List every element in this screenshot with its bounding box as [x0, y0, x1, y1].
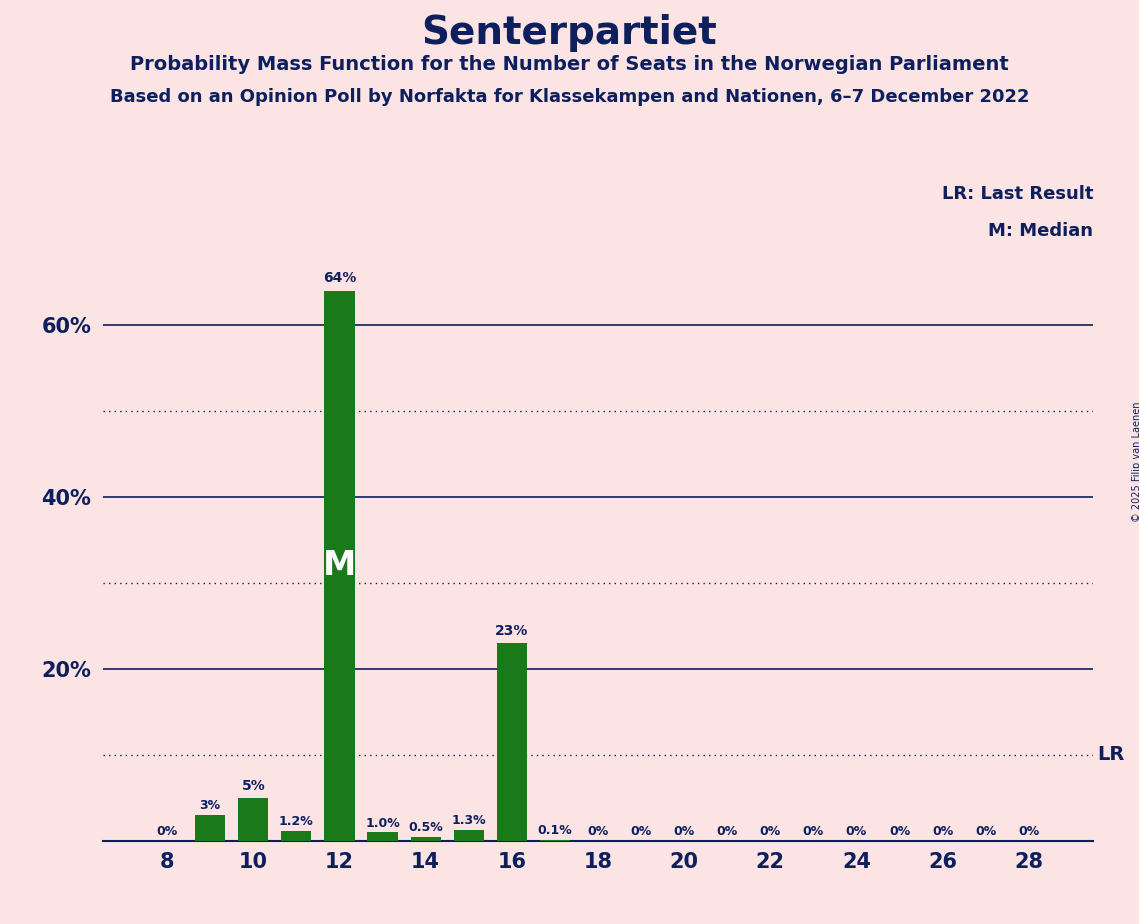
- Bar: [281, 831, 311, 841]
- Text: 5%: 5%: [241, 779, 265, 793]
- Text: Probability Mass Function for the Number of Seats in the Norwegian Parliament: Probability Mass Function for the Number…: [130, 55, 1009, 75]
- Text: 23%: 23%: [495, 624, 528, 638]
- Bar: [195, 815, 226, 841]
- Text: 1.2%: 1.2%: [279, 815, 313, 828]
- Text: 0%: 0%: [630, 825, 652, 838]
- Text: 0%: 0%: [932, 825, 953, 838]
- Text: LR: Last Result: LR: Last Result: [942, 185, 1093, 202]
- Text: 0%: 0%: [803, 825, 823, 838]
- Text: 0%: 0%: [716, 825, 738, 838]
- Text: 0%: 0%: [846, 825, 867, 838]
- Text: 1.3%: 1.3%: [451, 814, 486, 827]
- Text: 0%: 0%: [1018, 825, 1040, 838]
- Text: 1.0%: 1.0%: [366, 817, 400, 830]
- Text: 3%: 3%: [199, 799, 221, 812]
- Bar: [497, 643, 527, 841]
- Bar: [368, 833, 398, 841]
- Bar: [410, 836, 441, 841]
- Text: 0%: 0%: [760, 825, 781, 838]
- Text: 64%: 64%: [322, 272, 357, 286]
- Bar: [238, 797, 269, 841]
- Text: Based on an Opinion Poll by Norfakta for Klassekampen and Nationen, 6–7 December: Based on an Opinion Poll by Norfakta for…: [109, 88, 1030, 105]
- Text: 0%: 0%: [888, 825, 910, 838]
- Text: Senterpartiet: Senterpartiet: [421, 14, 718, 52]
- Text: M: M: [322, 549, 357, 582]
- Bar: [453, 830, 484, 841]
- Text: 0.5%: 0.5%: [408, 821, 443, 834]
- Text: LR: LR: [1098, 746, 1125, 764]
- Text: 0%: 0%: [156, 825, 178, 838]
- Text: 0%: 0%: [975, 825, 997, 838]
- Text: © 2025 Filip van Laenen: © 2025 Filip van Laenen: [1132, 402, 1139, 522]
- Text: M: Median: M: Median: [989, 222, 1093, 239]
- Bar: [325, 290, 354, 841]
- Text: 0%: 0%: [588, 825, 608, 838]
- Text: 0%: 0%: [673, 825, 695, 838]
- Text: 0.1%: 0.1%: [538, 824, 572, 837]
